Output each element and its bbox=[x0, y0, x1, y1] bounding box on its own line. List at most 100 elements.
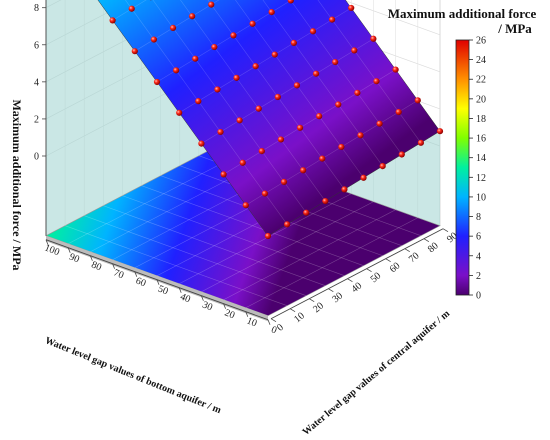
data-point-marker bbox=[351, 47, 357, 53]
colorbar-tick-label: 8 bbox=[476, 212, 481, 223]
colorbar-tick-label: 0 bbox=[476, 291, 481, 302]
data-point-marker bbox=[338, 144, 344, 150]
y-tick-label: 30 bbox=[330, 290, 345, 305]
data-point-marker bbox=[373, 78, 379, 84]
z-tick-label: 0 bbox=[34, 152, 39, 163]
data-point-marker bbox=[399, 151, 405, 157]
x-tick-mark bbox=[268, 320, 270, 325]
data-point-marker bbox=[211, 44, 217, 50]
data-point-marker bbox=[335, 101, 341, 107]
data-point-marker bbox=[278, 136, 284, 142]
data-point-marker bbox=[132, 48, 138, 54]
y-tick-mark bbox=[309, 299, 314, 302]
colorbar-tick-label: 24 bbox=[476, 55, 486, 66]
data-point-marker bbox=[256, 106, 262, 112]
y-tick-label: 0 bbox=[275, 322, 286, 334]
y-tick-mark bbox=[405, 249, 410, 252]
y-tick-mark bbox=[290, 309, 295, 312]
y-tick-mark bbox=[328, 289, 333, 292]
x-tick-label: 10 bbox=[245, 315, 258, 329]
data-point-marker bbox=[154, 79, 160, 85]
y-tick-label: 40 bbox=[349, 280, 364, 295]
y-tick-label: 60 bbox=[388, 260, 403, 275]
data-point-marker bbox=[129, 6, 135, 12]
y-tick-label: 20 bbox=[311, 300, 326, 315]
data-point-marker bbox=[253, 63, 259, 69]
data-point-marker bbox=[221, 171, 227, 177]
data-point-marker bbox=[354, 90, 360, 96]
data-point-marker bbox=[240, 160, 246, 166]
data-point-marker bbox=[370, 36, 376, 42]
y-tick-label: 80 bbox=[426, 240, 441, 255]
data-point-marker bbox=[291, 40, 297, 46]
y-tick-label: 70 bbox=[407, 250, 422, 265]
data-point-marker bbox=[217, 129, 223, 135]
data-point-marker bbox=[243, 202, 249, 208]
y-axis-label: Water level gap values of central aquife… bbox=[301, 308, 453, 435]
data-point-marker bbox=[319, 156, 325, 162]
y-tick-mark bbox=[443, 229, 448, 232]
colorbar bbox=[456, 40, 469, 295]
x-tick-label: 80 bbox=[90, 259, 103, 273]
colorbar-tick-label: 10 bbox=[476, 192, 486, 203]
y-tick-mark bbox=[347, 279, 352, 282]
colorbar-tick-label: 26 bbox=[476, 36, 486, 47]
z-tick-label: 8 bbox=[34, 3, 39, 14]
y-tick-label: 10 bbox=[292, 310, 307, 325]
data-point-marker bbox=[272, 51, 278, 57]
data-point-marker bbox=[310, 28, 316, 34]
data-point-marker bbox=[393, 66, 399, 72]
colorbar-tick-label: 20 bbox=[476, 94, 486, 105]
data-point-marker bbox=[176, 110, 182, 116]
data-point-marker bbox=[322, 198, 328, 204]
x-tick-label: 20 bbox=[223, 307, 236, 321]
data-point-marker bbox=[313, 71, 319, 77]
data-point-marker bbox=[329, 17, 335, 23]
colorbar-tick-label: 18 bbox=[476, 114, 486, 125]
data-point-marker bbox=[170, 25, 176, 31]
y-tick-mark bbox=[424, 239, 429, 242]
colorbar-tick-label: 14 bbox=[476, 153, 486, 164]
data-point-marker bbox=[269, 9, 275, 15]
colorbar-tick-label: 16 bbox=[476, 134, 486, 145]
x-tick-label: 50 bbox=[156, 283, 169, 297]
data-point-marker bbox=[380, 163, 386, 169]
z-tick-label: 4 bbox=[34, 77, 39, 88]
data-point-marker bbox=[284, 221, 290, 227]
data-point-marker bbox=[303, 210, 309, 216]
y-tick-label: 50 bbox=[369, 270, 384, 285]
colorbar-tick-label: 6 bbox=[476, 232, 481, 243]
data-point-marker bbox=[360, 175, 366, 181]
z-tick-label: 6 bbox=[34, 40, 39, 51]
data-point-marker bbox=[259, 148, 265, 154]
x-tick-label: 30 bbox=[201, 299, 214, 313]
data-point-marker bbox=[341, 186, 347, 192]
z-axis-label: Maximum additional force / MPa bbox=[10, 99, 24, 270]
data-point-marker bbox=[437, 128, 443, 134]
data-point-marker bbox=[418, 140, 424, 146]
data-point-marker bbox=[208, 1, 214, 7]
data-point-marker bbox=[233, 75, 239, 81]
colorbar-title-line2: / MPa bbox=[497, 21, 532, 36]
data-point-marker bbox=[265, 233, 271, 239]
colorbar-tick-label: 4 bbox=[476, 251, 481, 262]
data-point-marker bbox=[316, 113, 322, 119]
data-point-marker bbox=[300, 167, 306, 173]
data-point-marker bbox=[189, 13, 195, 19]
data-point-marker bbox=[198, 140, 204, 146]
data-point-marker bbox=[357, 132, 363, 138]
colorbar-tick-label: 2 bbox=[476, 271, 481, 282]
y-tick-mark bbox=[367, 269, 372, 272]
data-point-marker bbox=[192, 56, 198, 62]
z-tick-label: 2 bbox=[34, 114, 39, 125]
data-point-marker bbox=[110, 17, 116, 23]
data-point-marker bbox=[173, 67, 179, 73]
data-point-marker bbox=[237, 117, 243, 123]
x-tick-label: 70 bbox=[112, 267, 125, 281]
data-point-marker bbox=[332, 59, 338, 65]
data-point-marker bbox=[376, 121, 382, 127]
data-point-marker bbox=[230, 32, 236, 38]
data-point-marker bbox=[281, 179, 287, 185]
